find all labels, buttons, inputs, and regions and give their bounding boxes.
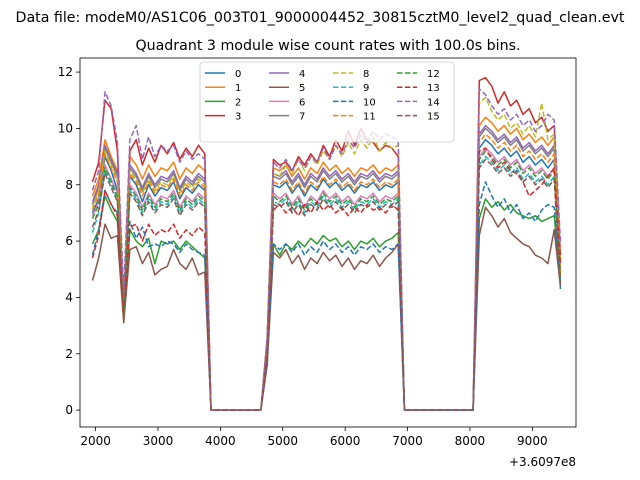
figure-suptitle: Data file: modeM0/AS1C06_003T01_90000044… bbox=[16, 10, 625, 26]
y-tick-label: 10 bbox=[58, 121, 73, 135]
legend-label-13: 13 bbox=[427, 83, 440, 94]
series-line-12 bbox=[91, 150, 562, 411]
x-tick-label: 9000 bbox=[517, 434, 548, 448]
x-tick-label: 6000 bbox=[330, 434, 361, 448]
y-tick-label: 8 bbox=[65, 178, 73, 192]
series-line-4 bbox=[91, 124, 562, 411]
legend-label-9: 9 bbox=[363, 83, 369, 94]
x-tick-label: 7000 bbox=[392, 434, 423, 448]
legend-label-6: 6 bbox=[299, 97, 305, 108]
series-line-15 bbox=[91, 158, 562, 411]
x-tick-label: 8000 bbox=[455, 434, 486, 448]
legend-label-11: 11 bbox=[363, 112, 376, 123]
y-tick-label: 0 bbox=[65, 403, 73, 417]
legend-label-15: 15 bbox=[427, 112, 440, 123]
x-tick-label: 5000 bbox=[267, 434, 298, 448]
series-line-9 bbox=[91, 155, 562, 411]
series-line-13 bbox=[91, 147, 562, 411]
series-line-0 bbox=[91, 138, 562, 411]
legend-label-3: 3 bbox=[235, 112, 241, 123]
series-line-1 bbox=[91, 116, 562, 411]
legend-label-8: 8 bbox=[363, 69, 369, 80]
legend-label-4: 4 bbox=[299, 69, 305, 80]
series-line-6 bbox=[91, 147, 562, 411]
legend-label-7: 7 bbox=[299, 112, 305, 123]
legend-label-0: 0 bbox=[235, 69, 241, 80]
series-line-11 bbox=[91, 133, 562, 411]
legend-label-1: 1 bbox=[235, 83, 241, 94]
x-tick-label: 3000 bbox=[143, 434, 174, 448]
series-line-10 bbox=[91, 181, 562, 411]
series-line-5 bbox=[91, 206, 562, 411]
y-tick-label: 12 bbox=[58, 65, 73, 79]
series-line-14 bbox=[91, 88, 562, 411]
y-tick-label: 2 bbox=[65, 347, 73, 361]
legend-label-5: 5 bbox=[299, 83, 305, 94]
chart-title: Quadrant 3 module wise count rates with … bbox=[135, 38, 520, 54]
legend-label-10: 10 bbox=[363, 97, 376, 108]
x-axis-ticks: 2000 3000 4000 5000 6000 7000 8000 9000 bbox=[80, 427, 548, 448]
y-tick-label: 6 bbox=[65, 234, 73, 248]
legend-label-14: 14 bbox=[427, 97, 440, 108]
x-tick-label: 2000 bbox=[80, 434, 111, 448]
plot-lines bbox=[91, 76, 562, 411]
legend-label-12: 12 bbox=[427, 69, 440, 80]
legend-label-2: 2 bbox=[235, 97, 241, 108]
x-offset-label: +3.6097e8 bbox=[509, 455, 576, 469]
series-line-7 bbox=[91, 127, 562, 411]
plot-area-frame bbox=[79, 57, 577, 428]
legend-frame bbox=[199, 61, 455, 143]
y-tick-label: 4 bbox=[65, 290, 73, 304]
x-tick-label: 4000 bbox=[205, 434, 236, 448]
y-axis-ticks: 0 2 4 6 8 10 12 bbox=[58, 65, 80, 417]
